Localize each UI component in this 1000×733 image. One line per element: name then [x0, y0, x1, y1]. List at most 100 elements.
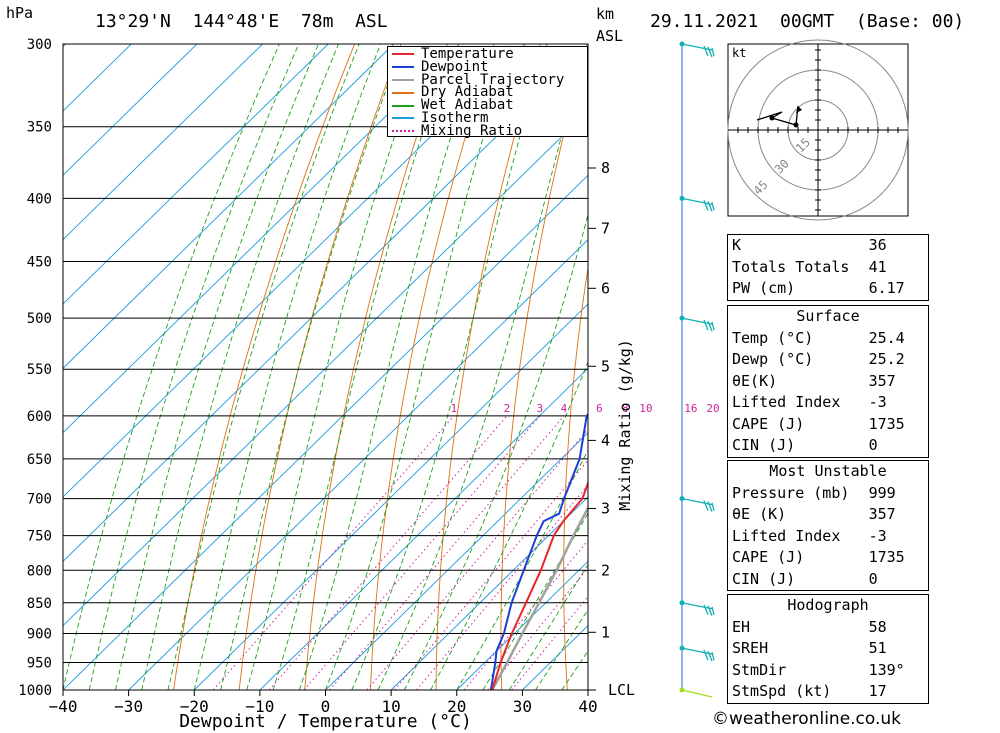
isotherm-line: [390, 496, 588, 690]
x-tick-label: 30: [513, 697, 532, 716]
index-value: -3: [868, 526, 887, 545]
hodo-row-stmspd: StmSpd (kt) 17: [728, 681, 928, 703]
mu-row-li: Lifted Index -3: [728, 526, 928, 548]
surface-row-dewp: Dewp (°C) 25.2: [728, 349, 928, 371]
index-label: CAPE (J): [732, 548, 805, 566]
general-indices-table: K 36 Totals Totals 41 PW (cm) 6.17: [727, 234, 929, 301]
pressure-tick-label: 650: [27, 452, 52, 468]
mixing-ratio-line: [463, 539, 588, 690]
x-tick-label: 10: [381, 697, 400, 716]
hodograph-arrow: [796, 106, 802, 113]
mixing-ratio-label: 10: [639, 402, 652, 415]
mixing-ratio-line: [366, 428, 588, 690]
index-value: 1735: [868, 548, 905, 566]
wet-adiabat: [430, 360, 588, 690]
x-tick-label: −30: [114, 697, 143, 716]
wet-adiabat: [220, 44, 404, 690]
wind-barb: [681, 689, 713, 698]
index-label: CAPE (J): [732, 414, 805, 433]
surface-row-thetae: θE(K) 357: [728, 371, 928, 393]
hodograph-title: Hodograph: [787, 596, 869, 614]
mixing-ratio-line: [394, 459, 588, 690]
wet-adiabat: [456, 449, 588, 690]
index-value: 25.2: [868, 350, 905, 368]
surface-row-temp: Temp (°C) 25.4: [728, 328, 928, 350]
x-tick-label: −20: [180, 697, 209, 716]
mixing-ratio-line: [511, 595, 588, 690]
legend-item: Dewpoint: [388, 58, 587, 75]
pressure-tick-label: 550: [27, 362, 52, 378]
surface-table: Surface Temp (°C) 25.4 Dewp (°C) 25.2 θE(K…: [727, 305, 929, 458]
mixing-ratio-label: 3: [536, 402, 543, 415]
legend-item: Dry Adiabat: [388, 86, 587, 99]
isotherm-line: [63, 44, 263, 241]
hodograph-point: [769, 115, 775, 121]
index-label: StmSpd (kt): [732, 682, 832, 700]
wet-adiabat: [63, 44, 280, 690]
km-tick-label: 8: [601, 159, 610, 177]
wet-adiabat: [115, 44, 319, 690]
legend-item: Parcel Trajectory: [388, 73, 587, 86]
surface-row-cape: CAPE (J) 1735: [728, 414, 928, 436]
legend-label: Isotherm: [421, 109, 489, 126]
wet-adiabat: [325, 44, 513, 690]
wind-barb: [681, 197, 715, 212]
hodograph-unit-label: kt: [732, 46, 746, 60]
wet-adiabat: [193, 44, 382, 690]
hpa-label: hPa: [6, 4, 34, 22]
index-value: 999: [868, 483, 896, 502]
mixing-ratio-line: [329, 415, 565, 690]
legend-swatch: [392, 78, 414, 81]
location-title: 13°29'N 144°48'E 78m ASL: [95, 11, 388, 32]
isotherm-line: [63, 44, 198, 176]
index-value: 357: [868, 505, 896, 523]
mixing-ratio-label: 1: [450, 402, 457, 415]
isotherm-line: [128, 239, 588, 690]
index-label: θE (K): [732, 505, 787, 523]
surface-row-li: Lifted Index -3: [728, 392, 928, 414]
surface-row-cin: CIN (J) 0: [728, 435, 928, 457]
index-label: Lifted Index: [732, 526, 841, 545]
index-label: θE(K): [732, 371, 778, 390]
index-label: Temp (°C): [732, 328, 814, 347]
legend-item: Isotherm: [388, 109, 587, 126]
legend-label: Wet Adiabat: [421, 97, 514, 114]
mixing-ratio-line: [268, 415, 508, 690]
index-row-totals: Totals Totals 41: [728, 257, 928, 279]
x-tick-label: 40: [578, 697, 597, 716]
km-tick-label: 1: [601, 623, 610, 641]
legend-label: Temperature: [421, 46, 514, 62]
index-value: 357: [868, 371, 896, 390]
hodo-row-eh: EH 58: [728, 617, 928, 639]
wet-adiabat: [141, 44, 339, 690]
index-label: CIN (J): [732, 569, 796, 588]
mixing-ratio-label: 8: [622, 402, 629, 415]
dry-adiabat: [953, 44, 1000, 690]
km-tick-label: LCL: [608, 681, 635, 699]
mixing-ratio-label: 20: [706, 402, 719, 415]
legend-label: Dewpoint: [421, 58, 489, 75]
index-value: 6.17: [868, 279, 905, 297]
km-tick-label: 4: [601, 431, 610, 449]
legend-item: Wet Adiabat: [388, 97, 587, 114]
index-value: -3: [868, 393, 887, 411]
mu-row-thetae: θE (K) 357: [728, 504, 928, 526]
index-label: StmDir: [732, 660, 787, 679]
legend-item: Temperature: [388, 46, 587, 62]
isotherm-line: [63, 44, 460, 434]
pressure-tick-label: 1000: [18, 683, 52, 699]
x-tick-label: 20: [447, 697, 466, 716]
dewpoint-line: [489, 412, 588, 690]
most-unstable-title: Most Unstable: [769, 462, 887, 480]
mixing-ratio-label: 16: [684, 402, 697, 415]
pressure-tick-label: 900: [27, 626, 52, 642]
km-tick-label: 6: [601, 279, 610, 297]
legend-swatch: [392, 117, 414, 120]
credit-link[interactable]: ©weatheronline.co.uk: [712, 709, 902, 729]
wind-barb: [681, 497, 715, 512]
mixing-ratio-line: [416, 484, 588, 690]
hodo-row-stmdir: StmDir 139°: [728, 660, 928, 682]
pressure-tick-label: 850: [27, 596, 52, 612]
legend-item: Mixing Ratio: [388, 124, 587, 138]
